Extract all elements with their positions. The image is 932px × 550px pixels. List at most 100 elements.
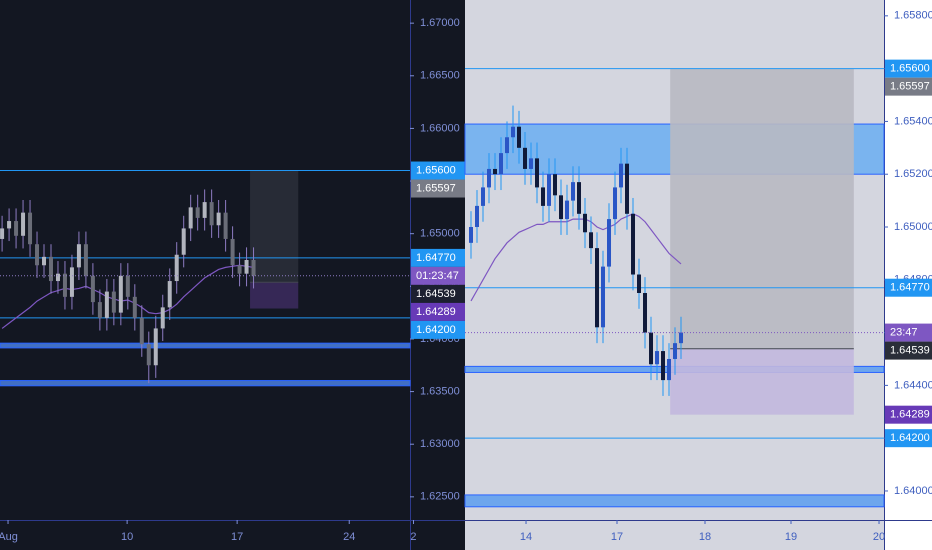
candle-body xyxy=(493,168,498,175)
candle-body xyxy=(83,244,88,276)
candle-body xyxy=(607,219,612,267)
candle-body xyxy=(619,163,624,188)
y-tick-label: 1.65000 xyxy=(894,221,932,233)
candle-body xyxy=(613,187,618,220)
candle-body xyxy=(104,291,109,318)
candle-body xyxy=(511,126,516,138)
price-label-text: 1.65600 xyxy=(890,63,930,75)
candle-body xyxy=(62,273,67,297)
candle-body xyxy=(541,187,546,206)
price-label xyxy=(411,179,465,198)
target-area xyxy=(250,170,299,283)
candle-body xyxy=(42,256,47,266)
candle-body xyxy=(167,281,172,308)
price-label-text: 1.64289 xyxy=(416,306,456,318)
stop-area xyxy=(250,282,299,309)
candle-body xyxy=(643,292,648,333)
zone xyxy=(464,494,885,508)
zone xyxy=(0,380,411,387)
candle-body xyxy=(174,254,179,282)
price-label-text: 1.64200 xyxy=(416,324,456,336)
y-tick-label: 1.64000 xyxy=(894,485,932,497)
price-label xyxy=(885,278,932,297)
stop-area xyxy=(670,348,854,415)
candle-body xyxy=(48,256,53,282)
candle-body xyxy=(209,202,214,226)
candle-body xyxy=(251,260,256,276)
candle-body xyxy=(223,212,228,239)
candle-body xyxy=(655,351,660,365)
candle-body xyxy=(583,213,588,233)
candle-body xyxy=(55,273,60,282)
candle-body xyxy=(97,302,102,318)
y-tick-label: 1.67000 xyxy=(420,17,460,29)
chart-panel: 1.670001.665001.660001.655001.650001.645… xyxy=(0,0,465,550)
candle-body xyxy=(529,158,534,169)
candle-body xyxy=(625,163,630,214)
candle-body xyxy=(35,244,40,266)
x-tick-label: Aug xyxy=(0,531,18,543)
y-tick-label: 1.66500 xyxy=(420,70,460,82)
price-label-text: 01:23:47 xyxy=(416,270,459,282)
x-tick-label: 2 xyxy=(410,531,416,543)
candle-body xyxy=(160,307,165,329)
candle-body xyxy=(216,212,221,226)
candle-body xyxy=(7,221,12,229)
y-tick-label: 1.64400 xyxy=(894,379,932,391)
price-label-text: 1.65597 xyxy=(416,182,456,194)
y-tick-label: 1.63000 xyxy=(420,438,460,450)
candle-body xyxy=(523,147,528,169)
candle-body xyxy=(637,274,642,293)
candle-body xyxy=(69,267,74,297)
candle-body xyxy=(535,158,540,188)
candle-body xyxy=(487,168,492,188)
candle-body xyxy=(649,332,654,365)
candle-body xyxy=(0,228,5,239)
y-tick-label: 1.63500 xyxy=(420,385,460,397)
price-label xyxy=(885,59,932,78)
candle-body xyxy=(21,212,26,236)
candle-body xyxy=(153,328,158,366)
candle-body xyxy=(181,228,186,255)
candle-body xyxy=(631,213,636,275)
price-label xyxy=(885,323,932,342)
candle-body xyxy=(146,344,151,366)
y-tick-label: 1.62500 xyxy=(420,491,460,503)
price-label xyxy=(885,405,932,424)
y-tick-label: 1.66000 xyxy=(420,122,460,134)
candle-body xyxy=(661,351,666,381)
candle-body xyxy=(469,227,474,243)
price-label xyxy=(411,284,465,303)
price-label xyxy=(411,161,465,180)
candle-body xyxy=(76,244,81,268)
chart-panel: 1.658001.656001.654001.652001.650001.648… xyxy=(464,0,932,550)
candle-body xyxy=(118,275,123,313)
candle-body xyxy=(111,291,116,313)
candle-body xyxy=(589,232,594,249)
candle-body xyxy=(188,207,193,229)
y-tick-label: 1.65400 xyxy=(894,115,932,127)
x-tick-label: 20 xyxy=(873,531,885,543)
candle-body xyxy=(505,137,510,154)
candle-body xyxy=(475,205,480,228)
price-label-text: 1.65600 xyxy=(416,164,456,176)
candle-body xyxy=(559,195,564,220)
candle-body xyxy=(14,221,19,236)
moving-average xyxy=(470,213,682,302)
zone xyxy=(0,342,411,349)
price-label xyxy=(885,341,932,360)
price-label xyxy=(411,302,465,321)
x-tick-label: 17 xyxy=(611,531,623,543)
price-label-text: 1.65597 xyxy=(890,81,930,93)
candle-body xyxy=(667,358,672,381)
target-area xyxy=(670,68,854,349)
price-label-text: 1.64289 xyxy=(890,409,930,421)
candle-body xyxy=(679,332,684,344)
candle-body xyxy=(565,200,570,220)
candle-body xyxy=(481,187,486,206)
candle-body xyxy=(132,296,137,318)
candle-body xyxy=(195,207,200,218)
price-label xyxy=(411,266,465,285)
candle-body xyxy=(202,202,207,218)
